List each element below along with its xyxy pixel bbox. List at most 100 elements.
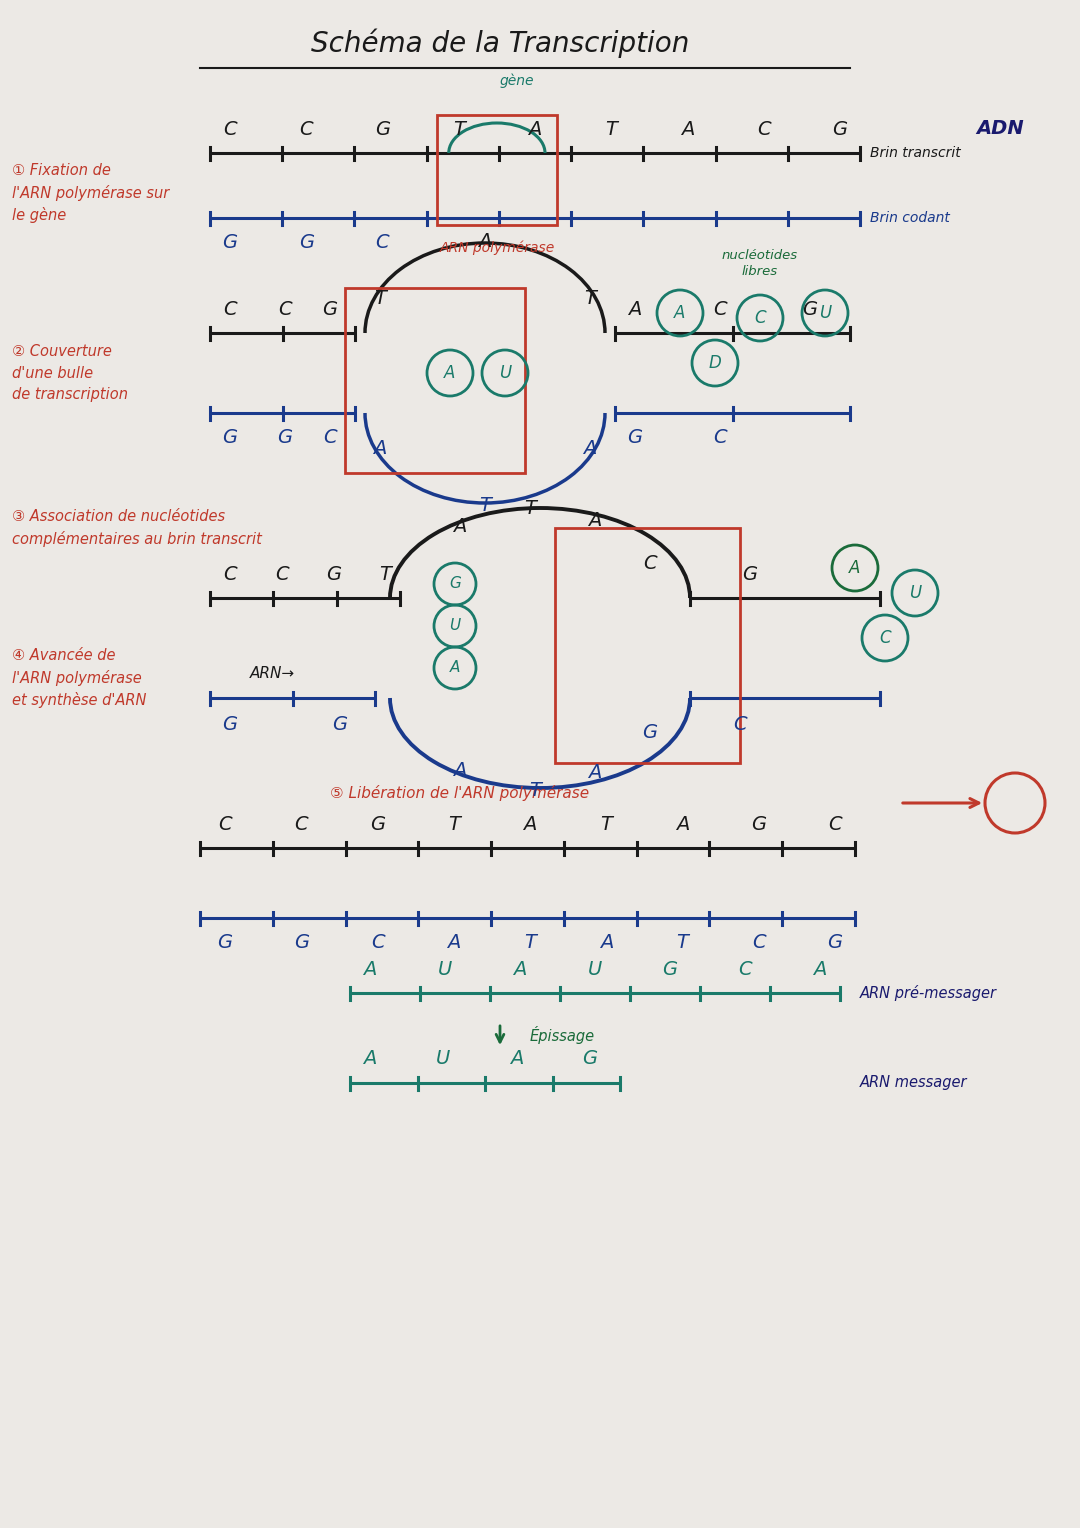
Text: ARN messager: ARN messager <box>860 1076 968 1091</box>
Text: A: A <box>629 299 642 318</box>
Text: U: U <box>436 1050 450 1068</box>
Text: C: C <box>754 309 766 327</box>
Text: C: C <box>370 932 384 952</box>
Text: T: T <box>600 814 612 833</box>
Text: A: A <box>680 119 694 139</box>
Text: ③ Association de nucléotides
complémentaires au brin transcrit: ③ Association de nucléotides complémenta… <box>12 509 261 547</box>
Text: T: T <box>480 495 491 515</box>
Text: U: U <box>437 960 453 978</box>
Text: ARN polymérase: ARN polymérase <box>440 240 554 255</box>
Text: nucléotides
libres: nucléotides libres <box>721 249 798 278</box>
Text: A: A <box>454 516 467 535</box>
Text: C: C <box>879 630 891 646</box>
Text: A: A <box>363 960 377 978</box>
Text: ARN pré-messager: ARN pré-messager <box>860 986 997 1001</box>
Text: A: A <box>454 761 467 779</box>
Text: Épissage: Épissage <box>530 1025 595 1044</box>
Text: A: A <box>513 960 527 978</box>
Text: U: U <box>909 584 921 602</box>
Text: A: A <box>583 439 596 457</box>
Text: ① Fixation de
l'ARN polymérase sur
le gène: ① Fixation de l'ARN polymérase sur le gè… <box>12 163 170 223</box>
Text: U: U <box>449 619 460 634</box>
Text: ④ Avancée de
l'ARN polymérase
et synthèse d'ARN: ④ Avancée de l'ARN polymérase et synthès… <box>12 648 147 707</box>
Text: C: C <box>224 564 237 584</box>
Text: G: G <box>326 564 341 584</box>
Text: A: A <box>599 932 613 952</box>
Text: C: C <box>757 119 770 139</box>
Text: G: G <box>217 932 232 952</box>
Text: A: A <box>363 1050 377 1068</box>
Text: T: T <box>529 781 541 799</box>
Text: Brin transcrit: Brin transcrit <box>870 147 961 160</box>
Text: C: C <box>299 119 313 139</box>
Text: G: G <box>375 119 390 139</box>
Text: C: C <box>224 299 237 318</box>
Text: T: T <box>676 932 688 952</box>
Text: ADN: ADN <box>976 119 1024 138</box>
Text: C: C <box>733 715 746 733</box>
Text: D: D <box>708 354 721 371</box>
Text: T: T <box>374 289 386 307</box>
Text: G: G <box>449 576 461 591</box>
Text: G: G <box>299 232 314 252</box>
Text: G: G <box>643 723 658 743</box>
Text: C: C <box>224 119 237 139</box>
Text: G: G <box>222 232 238 252</box>
Text: G: G <box>222 715 238 733</box>
Text: A: A <box>589 510 602 530</box>
Text: Brin codant: Brin codant <box>870 211 950 225</box>
Text: A: A <box>510 1050 524 1068</box>
Text: G: G <box>294 932 309 952</box>
Text: G: G <box>627 428 643 446</box>
Text: T: T <box>524 498 536 518</box>
Text: G: G <box>662 960 677 978</box>
Text: U: U <box>819 304 832 322</box>
Text: G: G <box>742 564 757 584</box>
Text: C: C <box>295 814 308 833</box>
Text: ARN→: ARN→ <box>249 666 295 680</box>
Text: A: A <box>813 960 826 978</box>
Text: A: A <box>524 814 537 833</box>
Text: G: G <box>802 299 818 318</box>
Text: Schéma de la Transcription: Schéma de la Transcription <box>311 28 689 58</box>
Text: C: C <box>752 932 766 952</box>
Text: C: C <box>279 299 292 318</box>
Text: A: A <box>447 932 460 952</box>
Text: C: C <box>218 814 232 833</box>
Text: A: A <box>444 364 456 382</box>
Text: T: T <box>448 814 460 833</box>
Text: C: C <box>828 814 841 833</box>
Text: A: A <box>528 119 542 139</box>
Text: T: T <box>453 119 464 139</box>
Text: C: C <box>713 299 727 318</box>
Text: A: A <box>374 439 387 457</box>
Text: U: U <box>588 960 603 978</box>
Text: C: C <box>323 428 337 446</box>
Text: C: C <box>739 960 752 978</box>
Text: G: G <box>222 428 238 446</box>
Text: G: G <box>278 428 293 446</box>
Text: T: T <box>605 119 617 139</box>
Text: A: A <box>676 814 689 833</box>
Text: G: G <box>752 814 767 833</box>
Text: G: G <box>827 932 842 952</box>
Text: C: C <box>644 553 657 573</box>
Text: A: A <box>449 660 460 675</box>
Text: G: G <box>370 814 386 833</box>
Text: T: T <box>524 932 536 952</box>
Text: A: A <box>674 304 686 322</box>
Text: T: T <box>584 289 596 307</box>
Text: A: A <box>589 764 602 782</box>
Text: C: C <box>274 564 288 584</box>
Text: ② Couverture
d'une bulle
de transcription: ② Couverture d'une bulle de transcriptio… <box>12 344 129 402</box>
Text: U: U <box>499 364 511 382</box>
Text: A: A <box>849 559 861 578</box>
Text: ⑤ Libération de l'ARN polymérase: ⑤ Libération de l'ARN polymérase <box>330 785 589 801</box>
Text: G: G <box>833 119 848 139</box>
Text: gène: gène <box>500 73 535 89</box>
Text: G: G <box>323 299 338 318</box>
Text: A: A <box>478 232 491 251</box>
Text: T: T <box>379 564 391 584</box>
Text: G: G <box>333 715 348 733</box>
Text: C: C <box>376 232 389 252</box>
